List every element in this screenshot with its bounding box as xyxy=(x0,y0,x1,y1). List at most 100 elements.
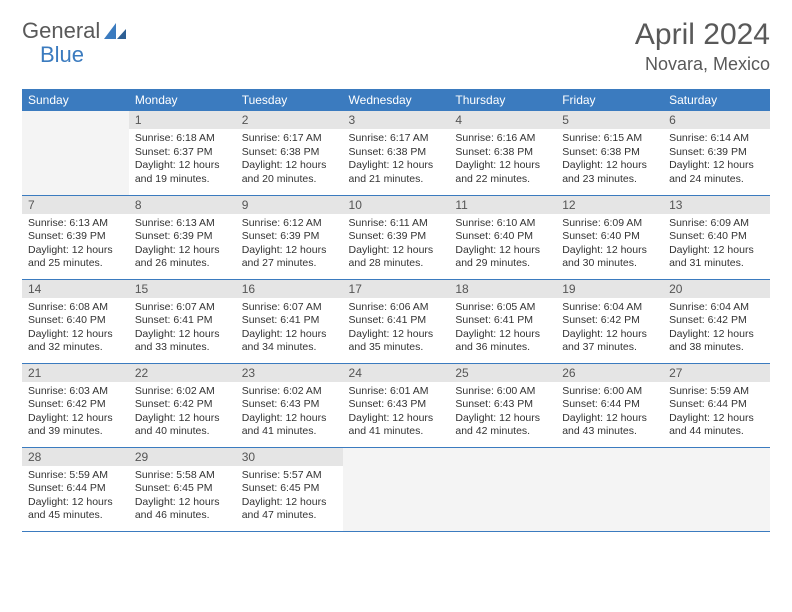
daylight-text: Daylight: 12 hours and 34 minutes. xyxy=(242,328,337,355)
sunset-text: Sunset: 6:39 PM xyxy=(135,230,230,244)
day-number: 5 xyxy=(556,111,663,129)
day-number: 24 xyxy=(343,364,450,382)
day-number: 23 xyxy=(236,364,343,382)
sunset-text: Sunset: 6:37 PM xyxy=(135,146,230,160)
sunrise-text: Sunrise: 6:15 AM xyxy=(562,132,657,146)
sunset-text: Sunset: 6:42 PM xyxy=(28,398,123,412)
day-details: Sunrise: 6:08 AMSunset: 6:40 PMDaylight:… xyxy=(22,298,129,360)
calendar-cell: 12Sunrise: 6:09 AMSunset: 6:40 PMDayligh… xyxy=(556,195,663,279)
sunrise-text: Sunrise: 6:13 AM xyxy=(135,217,230,231)
day-details: Sunrise: 5:59 AMSunset: 6:44 PMDaylight:… xyxy=(22,466,129,528)
sunset-text: Sunset: 6:43 PM xyxy=(455,398,550,412)
sunset-text: Sunset: 6:44 PM xyxy=(28,482,123,496)
calendar-cell: 25Sunrise: 6:00 AMSunset: 6:43 PMDayligh… xyxy=(449,363,556,447)
month-title: April 2024 xyxy=(635,18,770,52)
day-details: Sunrise: 6:05 AMSunset: 6:41 PMDaylight:… xyxy=(449,298,556,360)
weekday-header: Tuesday xyxy=(236,89,343,111)
sunset-text: Sunset: 6:41 PM xyxy=(242,314,337,328)
location: Novara, Mexico xyxy=(635,54,770,75)
sunset-text: Sunset: 6:44 PM xyxy=(562,398,657,412)
sunset-text: Sunset: 6:41 PM xyxy=(135,314,230,328)
calendar-week-row: 14Sunrise: 6:08 AMSunset: 6:40 PMDayligh… xyxy=(22,279,770,363)
daylight-text: Daylight: 12 hours and 24 minutes. xyxy=(669,159,764,186)
calendar-cell: 24Sunrise: 6:01 AMSunset: 6:43 PMDayligh… xyxy=(343,363,450,447)
day-number: 22 xyxy=(129,364,236,382)
day-number: 28 xyxy=(22,448,129,466)
day-details: Sunrise: 6:12 AMSunset: 6:39 PMDaylight:… xyxy=(236,214,343,276)
sunrise-text: Sunrise: 6:10 AM xyxy=(455,217,550,231)
sunrise-text: Sunrise: 6:04 AM xyxy=(562,301,657,315)
sunset-text: Sunset: 6:45 PM xyxy=(242,482,337,496)
sunset-text: Sunset: 6:41 PM xyxy=(455,314,550,328)
calendar-cell: 1Sunrise: 6:18 AMSunset: 6:37 PMDaylight… xyxy=(129,111,236,195)
calendar-cell xyxy=(663,447,770,531)
sunrise-text: Sunrise: 6:08 AM xyxy=(28,301,123,315)
sunrise-text: Sunrise: 6:06 AM xyxy=(349,301,444,315)
daylight-text: Daylight: 12 hours and 43 minutes. xyxy=(562,412,657,439)
day-number: 19 xyxy=(556,280,663,298)
weekday-header: Saturday xyxy=(663,89,770,111)
daylight-text: Daylight: 12 hours and 29 minutes. xyxy=(455,244,550,271)
sunrise-text: Sunrise: 6:17 AM xyxy=(242,132,337,146)
day-details: Sunrise: 6:11 AMSunset: 6:39 PMDaylight:… xyxy=(343,214,450,276)
daylight-text: Daylight: 12 hours and 19 minutes. xyxy=(135,159,230,186)
sunset-text: Sunset: 6:41 PM xyxy=(349,314,444,328)
sunrise-text: Sunrise: 6:09 AM xyxy=(562,217,657,231)
sunset-text: Sunset: 6:38 PM xyxy=(242,146,337,160)
day-details: Sunrise: 6:15 AMSunset: 6:38 PMDaylight:… xyxy=(556,129,663,191)
logo: General xyxy=(22,18,130,44)
calendar-cell: 28Sunrise: 5:59 AMSunset: 6:44 PMDayligh… xyxy=(22,447,129,531)
day-details: Sunrise: 6:17 AMSunset: 6:38 PMDaylight:… xyxy=(343,129,450,191)
calendar-cell: 4Sunrise: 6:16 AMSunset: 6:38 PMDaylight… xyxy=(449,111,556,195)
day-details: Sunrise: 6:03 AMSunset: 6:42 PMDaylight:… xyxy=(22,382,129,444)
daylight-text: Daylight: 12 hours and 23 minutes. xyxy=(562,159,657,186)
sunset-text: Sunset: 6:45 PM xyxy=(135,482,230,496)
daylight-text: Daylight: 12 hours and 37 minutes. xyxy=(562,328,657,355)
day-number: 27 xyxy=(663,364,770,382)
day-details: Sunrise: 6:02 AMSunset: 6:43 PMDaylight:… xyxy=(236,382,343,444)
calendar-cell: 19Sunrise: 6:04 AMSunset: 6:42 PMDayligh… xyxy=(556,279,663,363)
calendar-week-row: 7Sunrise: 6:13 AMSunset: 6:39 PMDaylight… xyxy=(22,195,770,279)
weekday-header: Friday xyxy=(556,89,663,111)
sunrise-text: Sunrise: 6:01 AM xyxy=(349,385,444,399)
sunset-text: Sunset: 6:39 PM xyxy=(242,230,337,244)
calendar-cell: 22Sunrise: 6:02 AMSunset: 6:42 PMDayligh… xyxy=(129,363,236,447)
sunrise-text: Sunrise: 6:02 AM xyxy=(242,385,337,399)
calendar-cell: 30Sunrise: 5:57 AMSunset: 6:45 PMDayligh… xyxy=(236,447,343,531)
day-number: 25 xyxy=(449,364,556,382)
calendar-cell: 20Sunrise: 6:04 AMSunset: 6:42 PMDayligh… xyxy=(663,279,770,363)
sunrise-text: Sunrise: 5:59 AM xyxy=(28,469,123,483)
logo-text-general: General xyxy=(22,18,100,44)
sunrise-text: Sunrise: 6:02 AM xyxy=(135,385,230,399)
daylight-text: Daylight: 12 hours and 36 minutes. xyxy=(455,328,550,355)
sunset-text: Sunset: 6:44 PM xyxy=(669,398,764,412)
title-block: April 2024 Novara, Mexico xyxy=(635,18,770,75)
day-details: Sunrise: 5:58 AMSunset: 6:45 PMDaylight:… xyxy=(129,466,236,528)
sunrise-text: Sunrise: 6:14 AM xyxy=(669,132,764,146)
day-details: Sunrise: 6:13 AMSunset: 6:39 PMDaylight:… xyxy=(129,214,236,276)
daylight-text: Daylight: 12 hours and 26 minutes. xyxy=(135,244,230,271)
sunrise-text: Sunrise: 6:18 AM xyxy=(135,132,230,146)
day-details: Sunrise: 6:18 AMSunset: 6:37 PMDaylight:… xyxy=(129,129,236,191)
calendar-cell xyxy=(22,111,129,195)
sunset-text: Sunset: 6:40 PM xyxy=(562,230,657,244)
daylight-text: Daylight: 12 hours and 45 minutes. xyxy=(28,496,123,523)
calendar-cell: 21Sunrise: 6:03 AMSunset: 6:42 PMDayligh… xyxy=(22,363,129,447)
sunrise-text: Sunrise: 6:05 AM xyxy=(455,301,550,315)
sunset-text: Sunset: 6:39 PM xyxy=(669,146,764,160)
sunset-text: Sunset: 6:39 PM xyxy=(28,230,123,244)
daylight-text: Daylight: 12 hours and 41 minutes. xyxy=(242,412,337,439)
logo-sail-icon xyxy=(102,21,128,41)
sunrise-text: Sunrise: 6:11 AM xyxy=(349,217,444,231)
day-details: Sunrise: 6:13 AMSunset: 6:39 PMDaylight:… xyxy=(22,214,129,276)
sunrise-text: Sunrise: 6:07 AM xyxy=(135,301,230,315)
day-number: 26 xyxy=(556,364,663,382)
daylight-text: Daylight: 12 hours and 44 minutes. xyxy=(669,412,764,439)
sunset-text: Sunset: 6:38 PM xyxy=(562,146,657,160)
calendar-week-row: 1Sunrise: 6:18 AMSunset: 6:37 PMDaylight… xyxy=(22,111,770,195)
calendar-week-row: 21Sunrise: 6:03 AMSunset: 6:42 PMDayligh… xyxy=(22,363,770,447)
calendar-header-row: SundayMondayTuesdayWednesdayThursdayFrid… xyxy=(22,89,770,111)
daylight-text: Daylight: 12 hours and 21 minutes. xyxy=(349,159,444,186)
day-number: 6 xyxy=(663,111,770,129)
weekday-header: Wednesday xyxy=(343,89,450,111)
